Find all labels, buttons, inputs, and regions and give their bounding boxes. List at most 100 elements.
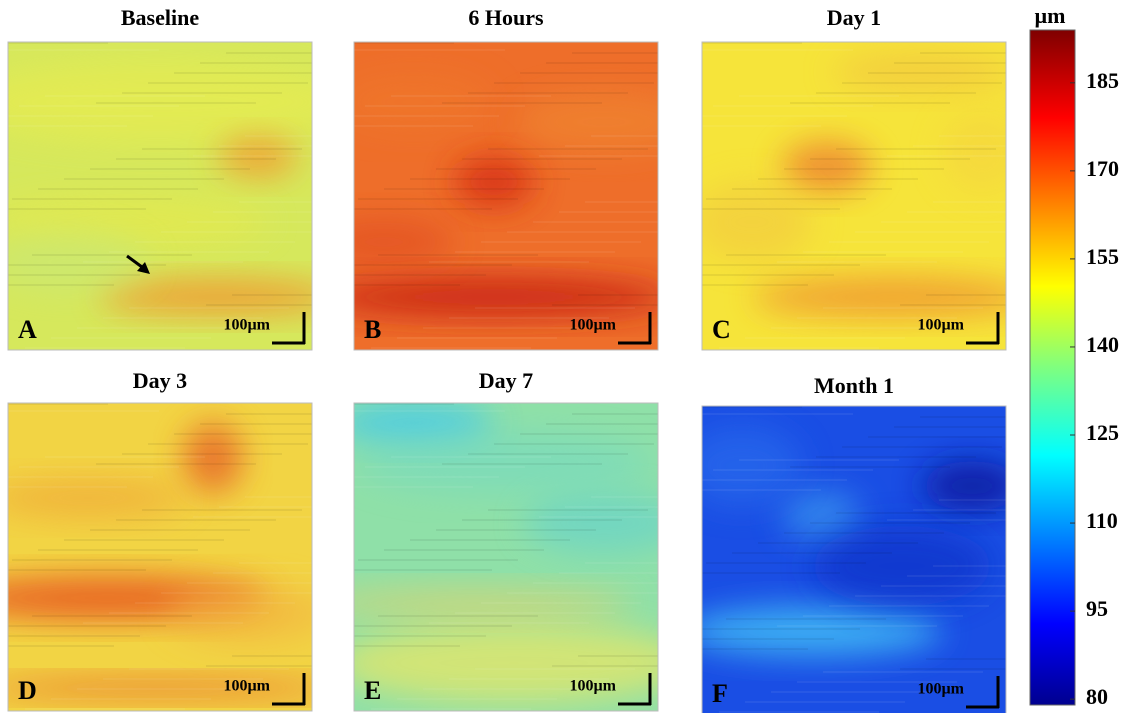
scan-streak bbox=[494, 443, 654, 445]
scan-streak bbox=[436, 168, 596, 170]
scale-label: 100µm bbox=[917, 681, 964, 698]
scan-streak bbox=[161, 592, 312, 594]
scan-streak bbox=[462, 158, 622, 160]
scan-streak bbox=[559, 211, 658, 213]
scan-streak bbox=[371, 708, 531, 710]
scan-streak bbox=[702, 489, 821, 491]
colorbar-tick-label: 110 bbox=[1086, 508, 1118, 533]
scan-streak bbox=[702, 572, 840, 574]
scan-streak bbox=[51, 698, 211, 700]
scan-streak bbox=[64, 178, 224, 180]
scan-streak bbox=[32, 254, 192, 256]
scan-streak bbox=[758, 542, 918, 544]
scan-streak bbox=[116, 158, 276, 160]
heatmap-region bbox=[354, 72, 494, 132]
scan-streak bbox=[148, 82, 308, 84]
scan-streak bbox=[19, 105, 179, 107]
scan-streak bbox=[507, 592, 658, 594]
scan-streak bbox=[481, 602, 641, 604]
scan-streak bbox=[213, 211, 312, 213]
colorbar-tick-label: 95 bbox=[1086, 596, 1108, 621]
heatmap bbox=[354, 403, 658, 711]
heatmap-region bbox=[514, 92, 658, 152]
scan-streak bbox=[900, 668, 1006, 670]
scan-streak bbox=[784, 532, 944, 534]
scan-streak bbox=[572, 413, 658, 415]
scan-streak bbox=[823, 307, 983, 309]
scan-streak bbox=[803, 251, 963, 253]
heatmap-region bbox=[702, 606, 942, 656]
scan-streak bbox=[706, 562, 866, 564]
scan-streak bbox=[45, 456, 205, 458]
scan-streak bbox=[565, 506, 658, 508]
scan-streak bbox=[96, 463, 256, 465]
scan-streak bbox=[842, 82, 1002, 84]
scan-streak bbox=[354, 42, 454, 44]
heatmap-region bbox=[354, 403, 494, 443]
scan-streak bbox=[354, 125, 473, 127]
heatmap-region bbox=[752, 277, 1006, 317]
scan-streak bbox=[77, 688, 237, 690]
scan-streak bbox=[591, 135, 658, 137]
scan-streak bbox=[365, 105, 525, 107]
scan-streak bbox=[726, 618, 886, 620]
scan-streak bbox=[455, 612, 615, 614]
scan-streak bbox=[378, 254, 538, 256]
scan-streak bbox=[206, 665, 312, 667]
panel-title: Day 3 bbox=[133, 368, 187, 393]
scan-streak bbox=[816, 456, 976, 458]
heatmap bbox=[354, 42, 658, 350]
scale-label: 100µm bbox=[917, 317, 964, 334]
scan-streak bbox=[206, 304, 312, 306]
scan-streak bbox=[462, 519, 622, 521]
scan-streak bbox=[533, 582, 658, 584]
colorbar bbox=[1029, 29, 1076, 706]
scan-streak bbox=[829, 241, 989, 243]
scan-streak bbox=[881, 585, 1006, 587]
scan-streak bbox=[109, 251, 269, 253]
scan-streak bbox=[702, 115, 847, 117]
scan-streak bbox=[129, 307, 289, 309]
scan-streak bbox=[488, 148, 648, 150]
scan-streak bbox=[354, 274, 486, 276]
scan-streak bbox=[926, 294, 1006, 296]
scan-streak bbox=[803, 615, 963, 617]
scale-label: 100µm bbox=[223, 317, 270, 334]
scan-streak bbox=[585, 562, 658, 564]
scan-streak bbox=[354, 115, 499, 117]
scan-streak bbox=[442, 463, 602, 465]
heatmap-region bbox=[832, 52, 1006, 92]
scan-streak bbox=[810, 522, 970, 524]
scan-streak bbox=[51, 337, 211, 339]
heatmap-region bbox=[702, 426, 802, 506]
heatmap-region bbox=[812, 526, 992, 606]
scan-streak bbox=[245, 135, 312, 137]
scan-streak bbox=[378, 615, 538, 617]
scan-streak bbox=[8, 125, 127, 127]
heatmap-region bbox=[782, 491, 862, 541]
scan-streak bbox=[135, 241, 295, 243]
scale-label: 100µm bbox=[223, 678, 270, 695]
scan-streak bbox=[702, 413, 853, 415]
scan-streak bbox=[354, 284, 460, 286]
panel-border bbox=[701, 405, 1007, 713]
scan-streak bbox=[423, 327, 583, 329]
scan-streak bbox=[12, 198, 172, 200]
scan-streak bbox=[894, 426, 1006, 428]
scan-streak bbox=[810, 158, 970, 160]
scan-streak bbox=[423, 688, 583, 690]
scan-streak bbox=[552, 304, 658, 306]
scan-streak bbox=[354, 635, 486, 637]
scan-streak bbox=[572, 52, 658, 54]
scan-streak bbox=[193, 516, 312, 518]
heatmap-region bbox=[8, 62, 312, 142]
scan-streak bbox=[219, 145, 312, 147]
scan-streak bbox=[90, 529, 250, 531]
scan-streak bbox=[777, 261, 937, 263]
scan-streak bbox=[397, 698, 557, 700]
scan-streak bbox=[559, 572, 658, 574]
scan-streak bbox=[881, 221, 1006, 223]
heatmap bbox=[702, 42, 1006, 350]
scan-streak bbox=[939, 135, 1006, 137]
scan-streak bbox=[836, 148, 996, 150]
